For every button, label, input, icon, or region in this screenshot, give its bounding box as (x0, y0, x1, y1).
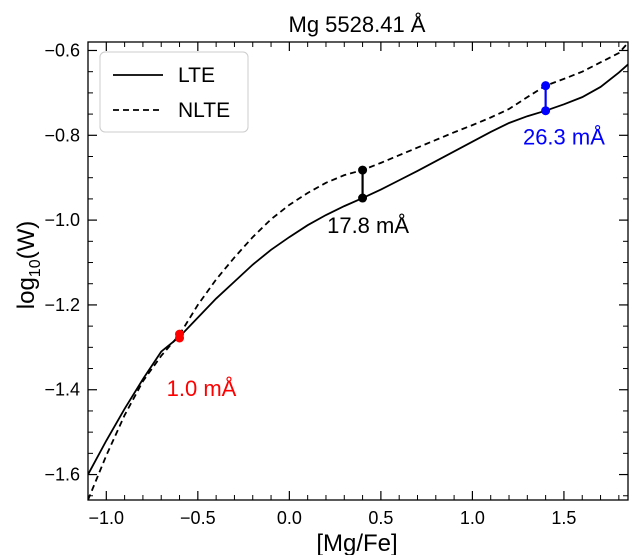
y-axis-title: log10(W) (13, 221, 44, 309)
x-tick-label: −1.0 (89, 508, 125, 528)
y-axis-title-sub: 10 (27, 259, 44, 277)
legend: LTE NLTE (99, 51, 249, 133)
x-tick-label: 1.0 (460, 508, 485, 528)
plot-frame (87, 41, 629, 501)
y-tick-label: −0.8 (44, 125, 80, 145)
marker-nlte-point-1 (358, 165, 368, 175)
y-axis-title-base: log (13, 277, 40, 309)
marker-nlte-point-0 (175, 329, 185, 339)
y-axis-title-arg: (W) (13, 221, 40, 260)
x-axis-title: [Mg/Fe] (316, 530, 397, 555)
x-tick-label: 0.5 (368, 508, 393, 528)
marker-lte-point-2 (541, 106, 551, 116)
y-tick-label: −1.6 (44, 465, 80, 485)
y-tick-label: −1.0 (44, 210, 80, 230)
marker-lte-point-1 (358, 193, 368, 203)
annotation-label-1: 17.8 mÅ (327, 213, 409, 238)
y-tick-label: −0.6 (44, 40, 80, 60)
annotation-label-0: 1.0 mÅ (167, 376, 237, 401)
y-tick-label: −1.2 (44, 295, 80, 315)
legend-label-nlte: NLTE (178, 99, 230, 122)
legend-box (99, 51, 249, 133)
y-tick-label: −1.4 (44, 380, 80, 400)
legend-label-lte: LTE (178, 64, 215, 87)
x-tick-label: 0.0 (277, 508, 302, 528)
x-tick-label: −0.5 (180, 508, 216, 528)
chart-title: Mg 5528.41 Å (289, 12, 426, 37)
x-tick-label: 1.5 (551, 508, 576, 528)
marker-nlte-point-2 (541, 81, 551, 91)
annotation-label-2: 26.3 mÅ (523, 125, 605, 150)
